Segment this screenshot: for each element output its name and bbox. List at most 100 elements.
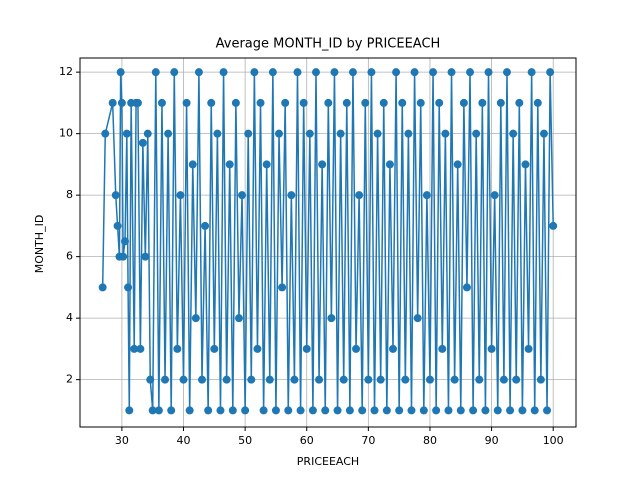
y-tick-label: 12	[59, 65, 73, 78]
data-point	[435, 98, 444, 107]
data-point	[533, 98, 542, 107]
x-tick-label: 90	[485, 434, 499, 447]
data-point	[398, 98, 407, 107]
data-point	[327, 314, 336, 323]
data-point	[225, 160, 234, 169]
data-point	[231, 98, 240, 107]
data-point	[262, 160, 271, 169]
x-tick-label: 60	[300, 434, 314, 447]
y-tick-label: 2	[66, 373, 73, 386]
data-point	[441, 129, 450, 138]
data-point	[509, 129, 518, 138]
data-point	[453, 160, 462, 169]
data-point	[111, 191, 120, 200]
data-point	[425, 375, 434, 384]
data-point	[182, 98, 191, 107]
data-point	[133, 98, 142, 107]
data-point	[432, 406, 441, 415]
data-point	[138, 138, 147, 147]
x-tick-label: 70	[361, 434, 375, 447]
data-point	[389, 344, 398, 353]
data-point	[478, 98, 487, 107]
data-point	[213, 129, 222, 138]
data-point	[493, 406, 502, 415]
data-point	[253, 344, 262, 353]
data-point	[416, 98, 425, 107]
data-point	[345, 406, 354, 415]
data-point	[308, 406, 317, 415]
data-point	[204, 406, 213, 415]
data-point	[265, 375, 274, 384]
chart-title: Average MONTH_ID by PRICEEACH	[216, 37, 441, 52]
data-point	[170, 68, 179, 77]
data-point	[146, 375, 155, 384]
y-axis-label: MONTH_ID	[33, 215, 46, 274]
y-tick-label: 8	[66, 188, 73, 201]
data-point	[194, 68, 203, 77]
data-point	[154, 406, 163, 415]
data-point	[515, 98, 524, 107]
data-point	[311, 68, 320, 77]
data-point	[191, 314, 200, 323]
data-point	[315, 375, 324, 384]
data-point	[234, 314, 243, 323]
data-point	[122, 129, 131, 138]
data-point	[543, 406, 552, 415]
data-point	[459, 98, 468, 107]
data-point	[395, 406, 404, 415]
x-tick-label: 100	[543, 434, 564, 447]
data-point	[167, 406, 176, 415]
data-point	[143, 129, 152, 138]
data-point	[157, 98, 166, 107]
data-point	[376, 375, 385, 384]
data-point	[244, 129, 253, 138]
data-point	[101, 129, 110, 138]
x-tick-label: 30	[115, 434, 129, 447]
data-point	[499, 375, 508, 384]
data-point	[339, 375, 348, 384]
data-point	[404, 129, 413, 138]
data-point	[546, 68, 555, 77]
data-point	[141, 252, 150, 261]
data-point	[125, 406, 134, 415]
data-point	[241, 406, 250, 415]
data-point	[250, 68, 259, 77]
data-point	[373, 129, 382, 138]
data-point	[164, 129, 173, 138]
data-point	[410, 68, 419, 77]
data-point	[472, 129, 481, 138]
data-point	[222, 375, 231, 384]
data-point	[207, 98, 216, 107]
data-point	[216, 406, 225, 415]
data-point	[228, 406, 237, 415]
data-point	[219, 68, 228, 77]
data-point	[256, 98, 265, 107]
data-point	[469, 406, 478, 415]
data-point	[318, 160, 327, 169]
data-point	[287, 191, 296, 200]
data-point	[456, 406, 465, 415]
axes-frame	[79, 57, 577, 428]
data-point	[148, 406, 157, 415]
data-point	[113, 221, 122, 230]
data-point	[136, 344, 145, 353]
data-point	[116, 68, 125, 77]
data-point	[524, 344, 533, 353]
data-point	[444, 406, 453, 415]
data-point	[119, 252, 128, 261]
data-point	[188, 160, 197, 169]
data-point	[247, 375, 256, 384]
data-point	[549, 221, 558, 230]
data-point	[296, 406, 305, 415]
data-point	[151, 68, 160, 77]
data-point	[536, 375, 545, 384]
y-tick-label: 6	[66, 250, 73, 263]
data-point	[197, 375, 206, 384]
data-point	[348, 68, 357, 77]
x-axis-label: PRICEEACH	[297, 455, 359, 468]
data-point	[305, 129, 314, 138]
data-point	[176, 191, 185, 200]
data-point	[422, 191, 431, 200]
data-point	[268, 68, 277, 77]
data-point	[299, 98, 308, 107]
